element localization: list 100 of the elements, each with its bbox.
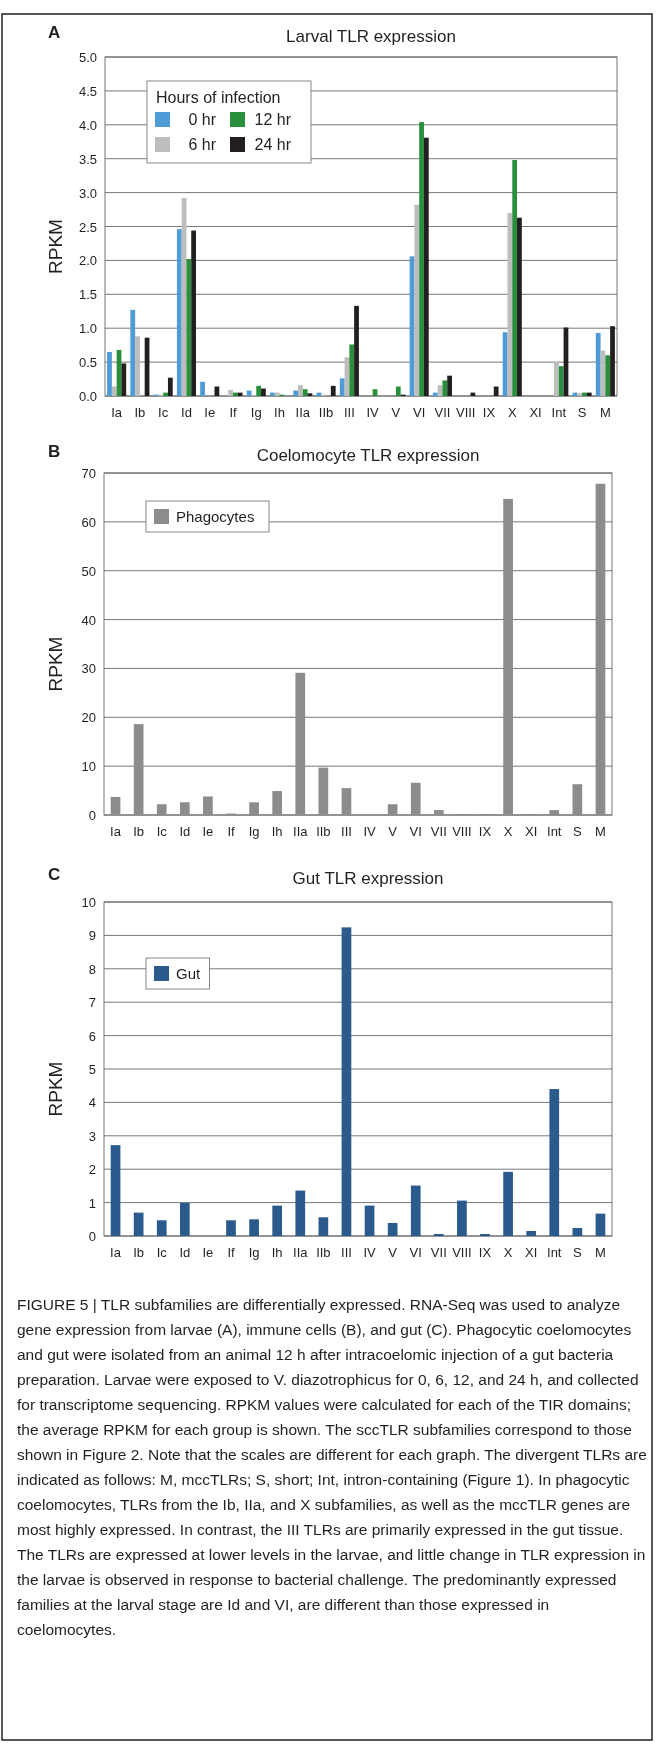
x-tick-label: Ie	[204, 405, 216, 420]
bar	[163, 392, 168, 396]
bar	[517, 217, 522, 396]
y-tick-label: 5	[88, 1062, 96, 1077]
x-tick-label: M	[595, 824, 606, 839]
bar	[595, 332, 601, 396]
bar	[295, 672, 306, 815]
y-tick-label: 70	[81, 466, 96, 481]
bar	[595, 1213, 606, 1236]
legend-label: 12 hr	[254, 111, 292, 128]
bar	[387, 1222, 398, 1236]
y-tick-label: 0.5	[78, 355, 97, 371]
bar	[554, 362, 559, 396]
bar	[200, 381, 205, 396]
bar	[572, 784, 583, 815]
x-tick-label: Id	[179, 1245, 191, 1260]
bar	[176, 229, 182, 396]
bar	[121, 363, 127, 396]
bar	[349, 344, 355, 396]
x-tick-label: Ia	[111, 405, 123, 420]
chart-title: Larval TLR expression	[286, 27, 456, 46]
x-tick-label: S	[577, 405, 587, 420]
bar	[110, 1145, 121, 1236]
bar	[111, 386, 117, 396]
bar	[410, 1185, 421, 1236]
y-axis-title: RPKM	[45, 1061, 66, 1117]
y-tick-label: 50	[81, 563, 96, 579]
x-tick-label: IV	[366, 405, 380, 420]
x-tick-label: Ic	[158, 405, 169, 420]
bar	[395, 386, 401, 396]
y-tick-label: 3.0	[78, 185, 97, 201]
bar	[586, 392, 592, 396]
bar	[419, 122, 424, 396]
x-tick-label: If	[227, 824, 235, 839]
bar	[558, 366, 564, 396]
bar	[503, 498, 513, 815]
text: C	[48, 865, 61, 884]
x-tick-label: If	[229, 405, 237, 420]
chart-title: Coelomocyte TLR expression	[256, 446, 480, 465]
x-tick-label: IIa	[293, 1245, 309, 1260]
bar	[274, 392, 280, 396]
bar	[330, 385, 336, 396]
y-tick-label: 6	[88, 1028, 96, 1044]
x-tick-label: Ia	[110, 1245, 122, 1260]
y-tick-label: 9	[88, 928, 96, 944]
bar	[595, 483, 606, 815]
y-tick-label: 2	[88, 1162, 96, 1178]
x-tick-label: Int	[547, 824, 562, 839]
y-tick-label: 1.5	[78, 287, 97, 303]
x-tick-label: VII	[434, 405, 451, 420]
bar	[457, 1200, 467, 1236]
x-tick-label: VIII	[455, 405, 476, 420]
bar	[512, 160, 518, 396]
bar	[167, 377, 173, 396]
y-tick-label: 10	[81, 759, 96, 775]
x-tick-label: Ib	[133, 824, 145, 839]
x-tick-label: V	[388, 824, 398, 839]
bar	[130, 309, 136, 396]
bar	[433, 810, 444, 815]
bar	[387, 804, 398, 815]
x-tick-label: IIb	[316, 1245, 331, 1260]
x-tick-label: IX	[478, 824, 492, 839]
x-tick-label: Ib	[133, 1245, 145, 1260]
bar	[410, 782, 421, 815]
bar	[470, 392, 476, 396]
x-tick-label: Int	[551, 405, 567, 420]
bar	[179, 802, 190, 815]
bar	[156, 1220, 167, 1236]
bar	[432, 392, 438, 396]
bar	[610, 326, 615, 396]
bar	[442, 380, 448, 396]
bar	[214, 386, 220, 396]
x-tick-label: Ib	[134, 405, 146, 420]
bar	[447, 375, 452, 396]
x-tick-label: Id	[179, 824, 191, 839]
legend-label: Phagocytes	[176, 508, 255, 525]
bar	[577, 393, 583, 396]
bar	[133, 1212, 144, 1236]
bar	[233, 392, 238, 396]
bar	[110, 796, 121, 815]
x-tick-label: IV	[363, 824, 377, 839]
bar	[237, 392, 243, 396]
bar	[354, 305, 359, 396]
x-tick-label: Ie	[202, 824, 214, 839]
x-tick-label: VIII	[452, 824, 472, 839]
legend-title: Hours of infection	[156, 89, 281, 106]
x-tick-label: Ih	[271, 1245, 283, 1260]
legend-label: 0 hr	[188, 111, 217, 128]
bar	[582, 392, 587, 396]
bar	[135, 336, 140, 396]
x-tick-label: X	[503, 1245, 513, 1260]
bar	[526, 1230, 537, 1236]
y-tick-label: 30	[81, 661, 96, 677]
x-tick-label: III	[341, 824, 352, 839]
legend-label: Gut	[176, 965, 202, 982]
x-tick-label: S	[573, 1245, 583, 1260]
y-axis-title: RPKM	[45, 219, 66, 274]
text: B	[48, 442, 61, 461]
x-tick-label: Ia	[110, 824, 122, 839]
bar	[364, 1205, 375, 1236]
